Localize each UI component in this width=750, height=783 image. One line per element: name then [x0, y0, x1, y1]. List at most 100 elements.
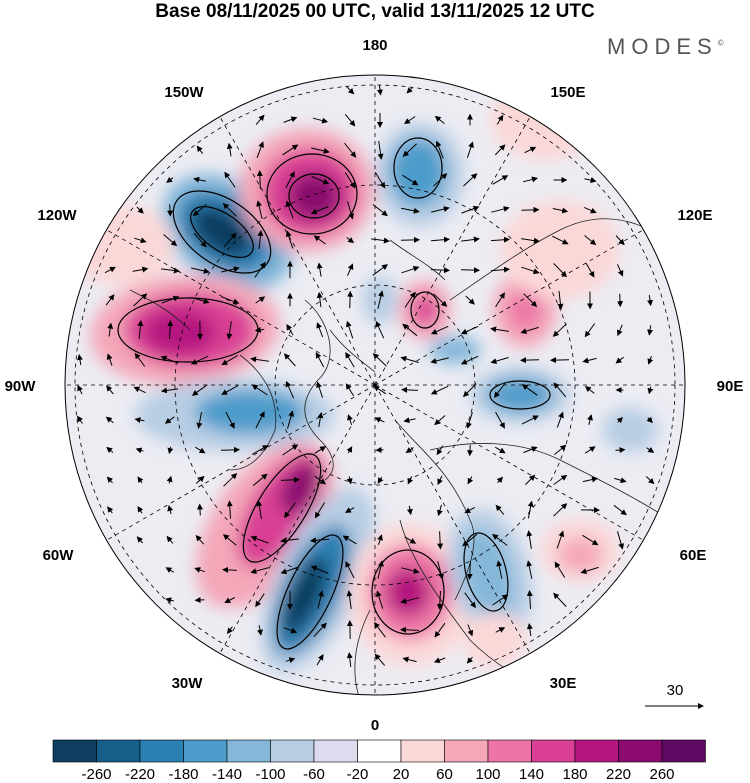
colorbar-swatch	[661, 739, 706, 763]
wind-vector	[401, 386, 418, 393]
wind-vector	[167, 204, 174, 217]
high-scandinavia	[348, 523, 472, 667]
wind-vector	[255, 114, 265, 125]
wind-vectors	[77, 85, 655, 667]
wind-vector	[312, 117, 329, 124]
wind-vector	[434, 115, 445, 124]
wind-vector	[310, 537, 330, 544]
wind-vector	[492, 175, 509, 185]
wind-vector	[522, 176, 538, 183]
wind-vector	[400, 626, 420, 633]
wind-vector	[250, 356, 269, 363]
wind-vector	[251, 445, 269, 455]
wind-vector	[283, 353, 296, 367]
wind-vector	[161, 267, 180, 274]
wind-vector	[375, 590, 384, 609]
wind-vector	[284, 502, 296, 519]
longitude-labels: 180 150W 150E 120W 120E 90W 90E 60W 60E …	[5, 37, 744, 734]
wind-vector	[167, 446, 174, 455]
wind-vector	[466, 141, 474, 158]
colorbar-swatch	[618, 739, 663, 763]
wind-vector	[526, 560, 533, 579]
wind-vector	[191, 267, 210, 274]
wind-vector	[436, 590, 443, 610]
wind-vector	[433, 657, 446, 663]
colorbar-tick-label: 20	[393, 766, 410, 783]
wind-vector	[224, 171, 236, 188]
wind-vector	[317, 590, 324, 609]
wind-vector	[462, 533, 478, 547]
colorbar-swatch	[226, 739, 271, 763]
wind-vector	[313, 622, 327, 637]
wind-vector	[407, 476, 414, 485]
wind-vector	[254, 261, 266, 278]
wind-vector	[463, 173, 478, 187]
wind-vector	[256, 200, 263, 219]
colorbar-swatch	[270, 739, 315, 763]
wind-vector	[166, 176, 174, 183]
wind-vector	[490, 236, 510, 243]
wind-vector	[401, 207, 420, 214]
colorbar-tick-label: 60	[436, 766, 453, 783]
map-border	[64, 74, 686, 696]
wind-vector	[467, 624, 474, 637]
wind-vector	[616, 264, 624, 277]
lon-label-90e: 90E	[717, 378, 744, 395]
wind-vector	[104, 266, 116, 274]
wind-vector	[191, 384, 208, 396]
wind-vector	[584, 235, 597, 246]
wind-vector	[196, 412, 203, 429]
wind-vector	[400, 355, 419, 363]
wind-vector	[374, 653, 386, 666]
wind-vector	[553, 503, 568, 517]
wind-vector	[283, 116, 298, 123]
lon-label-180: 180	[362, 37, 387, 54]
wind-vector	[377, 534, 383, 545]
wind-vector	[105, 294, 115, 306]
wind-vector	[287, 410, 295, 429]
wind-vector	[346, 446, 353, 454]
wind-vector	[430, 267, 450, 274]
wind-vector	[584, 385, 595, 394]
wind-vector	[195, 446, 206, 454]
lon-label-30e: 30E	[550, 675, 577, 692]
wind-vector	[553, 382, 567, 398]
wind-vector	[347, 201, 354, 220]
wind-vector	[464, 592, 476, 609]
wind-vector	[377, 560, 384, 579]
wind-vector	[496, 476, 504, 484]
wind-vector	[134, 237, 147, 244]
wind-vector	[647, 294, 653, 307]
lon-label-120e: 120E	[677, 207, 712, 224]
wind-vector	[430, 325, 449, 335]
wind-vector	[310, 565, 329, 574]
colorbar-tick-label: 220	[606, 766, 631, 783]
wind-vector	[105, 416, 114, 424]
wind-vector	[346, 652, 353, 667]
wind-vector	[280, 566, 299, 575]
colorbar-swatch	[139, 739, 184, 763]
wind-vector	[346, 237, 355, 244]
wind-vector	[222, 566, 237, 573]
wind-vector	[494, 446, 506, 454]
wind-vector	[160, 387, 179, 394]
wind-vector	[400, 597, 419, 604]
wind-vector	[222, 534, 237, 546]
wind-vector	[406, 505, 413, 516]
high-asia	[540, 518, 620, 582]
wind-vector	[402, 323, 418, 337]
wind-vector	[251, 384, 268, 396]
wind-vector	[254, 326, 265, 333]
wind-vector	[494, 144, 506, 156]
wind-vector	[106, 353, 113, 366]
wind-vector	[346, 476, 353, 485]
colorbar-swatch	[96, 739, 141, 763]
wind-vector	[374, 621, 386, 638]
wind-vector	[133, 386, 146, 394]
wind-vector	[285, 380, 295, 399]
wind-vector	[226, 500, 233, 519]
wind-vector	[431, 206, 450, 213]
wind-vector	[106, 476, 114, 484]
wind-vector	[347, 414, 353, 426]
wind-vector	[433, 173, 448, 187]
